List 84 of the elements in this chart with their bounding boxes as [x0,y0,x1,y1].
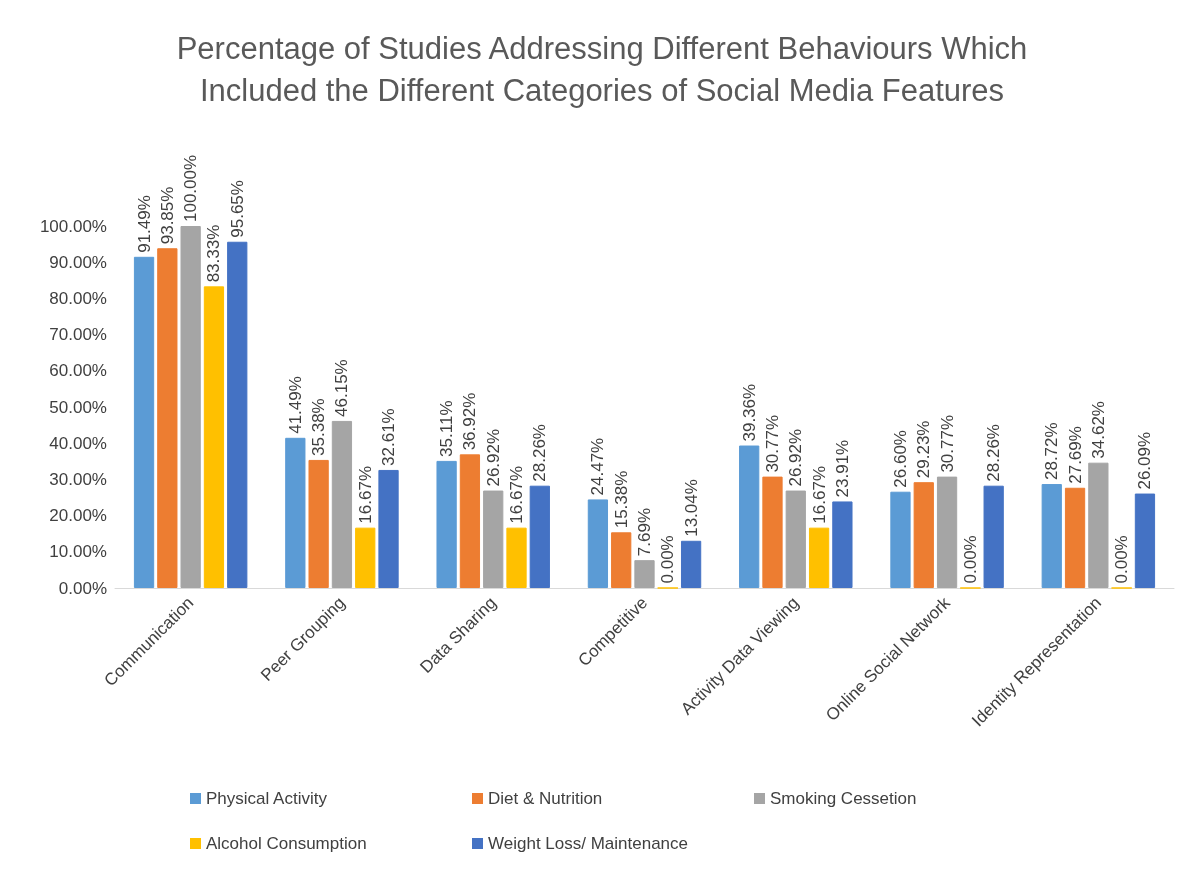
bar [133,256,155,588]
data-label: 100.00% [181,154,201,222]
data-label: 0.00% [1112,535,1132,584]
bar [331,420,353,588]
data-label: 91.49% [134,195,154,253]
data-label: 26.09% [1135,431,1155,490]
data-label: 16.67% [809,465,829,524]
data-label: 15.38% [611,470,631,529]
y-tick-label: 90.00% [49,252,107,272]
legend-label: Smoking Cessetion [770,789,917,808]
data-label: 35.38% [309,398,329,456]
bar [1041,484,1062,588]
y-tick-label: 30.00% [49,469,107,489]
data-label: 23.91% [832,439,852,498]
data-label: 35.11% [437,400,457,457]
y-tick-label: 60.00% [49,361,107,381]
data-label: 28.72% [1042,422,1062,481]
bar [1064,487,1086,588]
data-label: 93.85% [157,186,177,245]
bar [355,527,376,588]
bar [913,482,934,588]
data-label: 0.00% [960,535,980,584]
data-label: 34.62% [1088,401,1108,459]
bar [203,286,225,588]
bar [436,460,457,588]
bar [1088,462,1109,588]
bar [180,226,201,588]
bar [1134,493,1156,588]
bar [587,499,609,588]
legend-label: Physical Activity [206,789,328,808]
bar [611,532,632,588]
bar [308,459,329,588]
bar [378,469,399,588]
data-label: 26.92% [483,428,503,487]
data-label: 26.60% [890,430,910,488]
y-tick-label: 10.00% [49,542,107,562]
bar [785,490,806,588]
bar [808,527,830,588]
y-tick-label: 0.00% [58,578,107,598]
data-label: 0.00% [658,535,678,584]
y-tick-label: 50.00% [49,397,107,417]
bar [227,241,248,588]
y-tick-label: 20.00% [49,506,107,526]
bar [983,485,1004,588]
data-label: 30.77% [762,414,782,473]
legend-label: Alcohol Consumption [206,834,367,853]
data-label: 30.77% [937,414,957,473]
bar [890,491,911,588]
bar [483,490,504,588]
data-label: 16.67% [355,465,375,524]
bar [832,501,853,588]
data-label: 39.36% [739,383,759,442]
bar [157,248,178,588]
legend-label: Diet & Nutrition [488,789,603,808]
y-tick-label: 40.00% [49,433,107,453]
bar [506,527,527,588]
data-label: 32.61% [379,408,399,466]
legend-label: Weight Loss/ Maintenance [488,834,689,853]
y-tick-label: 70.00% [49,325,107,345]
data-label: 29.23% [914,420,934,479]
data-label: 28.26% [984,424,1004,482]
data-label: 46.15% [332,359,352,417]
bar [285,437,306,588]
y-tick-label: 100.00% [39,216,107,236]
data-label: 7.69% [635,507,654,557]
bar [459,454,481,588]
data-label: 36.92% [460,392,480,451]
data-label: 24.47% [588,437,608,496]
data-label: 41.49% [285,376,305,434]
data-label: 83.33% [204,224,224,283]
chart-title: Percentage of Studies Addressing Different Behaviours Which Included the Different Categories of Social Media Features [176,30,1028,108]
data-label: 28.26% [530,424,550,482]
y-tick-label: 80.00% [49,288,107,308]
bar [634,560,655,588]
data-label: 16.67% [507,465,527,524]
bar [680,540,702,588]
data-label: 95.65% [227,180,247,238]
data-label: 27.69% [1065,426,1085,484]
bar [762,476,783,588]
data-label: 26.92% [786,428,806,487]
bar [936,476,958,588]
bar [739,445,760,588]
bar [529,485,550,588]
data-label: 13.04% [681,479,701,537]
